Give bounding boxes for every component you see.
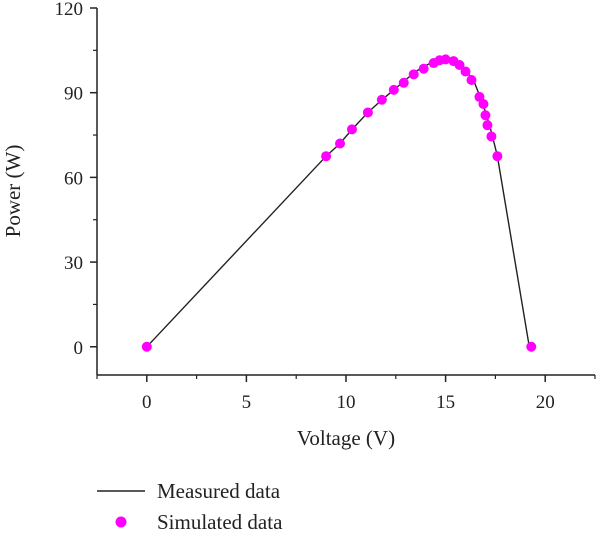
legend-label-simulated: Simulated data (157, 510, 283, 533)
y-axis-title: Power (W) (1, 145, 25, 238)
series-line-measured (146, 58, 530, 348)
simulated-point (526, 341, 537, 352)
simulated-point (321, 151, 332, 162)
y-tick-label: 0 (74, 338, 84, 359)
simulated-point (141, 341, 152, 352)
y-tick-label: 120 (55, 0, 84, 20)
simulated-point (480, 110, 491, 121)
y-tick-label: 30 (64, 253, 83, 274)
y-ticks: 0 30 60 90 120 (55, 0, 97, 359)
x-tick-label: 5 (242, 392, 252, 413)
x-axis-title: Voltage (V) (297, 426, 395, 450)
simulated-point (478, 98, 489, 109)
plot-area: 0 5 10 15 20 0 30 60 90 120 (55, 0, 596, 413)
simulated-point (335, 138, 346, 149)
simulated-point (460, 66, 471, 77)
simulated-point (466, 74, 477, 85)
simulated-point (486, 131, 497, 142)
simulated-point (418, 63, 429, 74)
y-tick-label: 90 (64, 84, 83, 105)
legend-dot-swatch (115, 516, 127, 528)
simulated-point (388, 84, 399, 95)
x-tick-label: 0 (142, 392, 152, 413)
x-tick-label: 20 (536, 392, 555, 413)
x-tick-label: 15 (436, 392, 455, 413)
y-tick-label: 60 (64, 168, 83, 189)
simulated-point (482, 120, 493, 131)
simulated-point (492, 151, 503, 162)
legend-label-measured: Measured data (157, 479, 281, 503)
legend: Measured data Simulated data (97, 479, 283, 533)
series-layer (141, 54, 537, 352)
simulated-point (362, 107, 373, 118)
x-ticks: 0 5 10 15 20 (96, 375, 596, 413)
x-tick-label: 10 (337, 392, 356, 413)
simulated-point (408, 69, 419, 80)
simulated-point (398, 77, 409, 88)
simulated-point (440, 54, 451, 65)
simulated-point (346, 124, 357, 135)
simulated-point (454, 60, 465, 71)
simulated-point (376, 94, 387, 105)
